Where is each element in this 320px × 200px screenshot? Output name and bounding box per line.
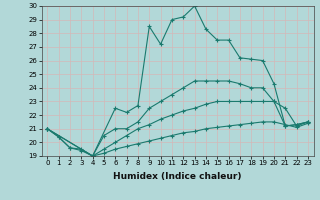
X-axis label: Humidex (Indice chaleur): Humidex (Indice chaleur)	[113, 172, 242, 181]
